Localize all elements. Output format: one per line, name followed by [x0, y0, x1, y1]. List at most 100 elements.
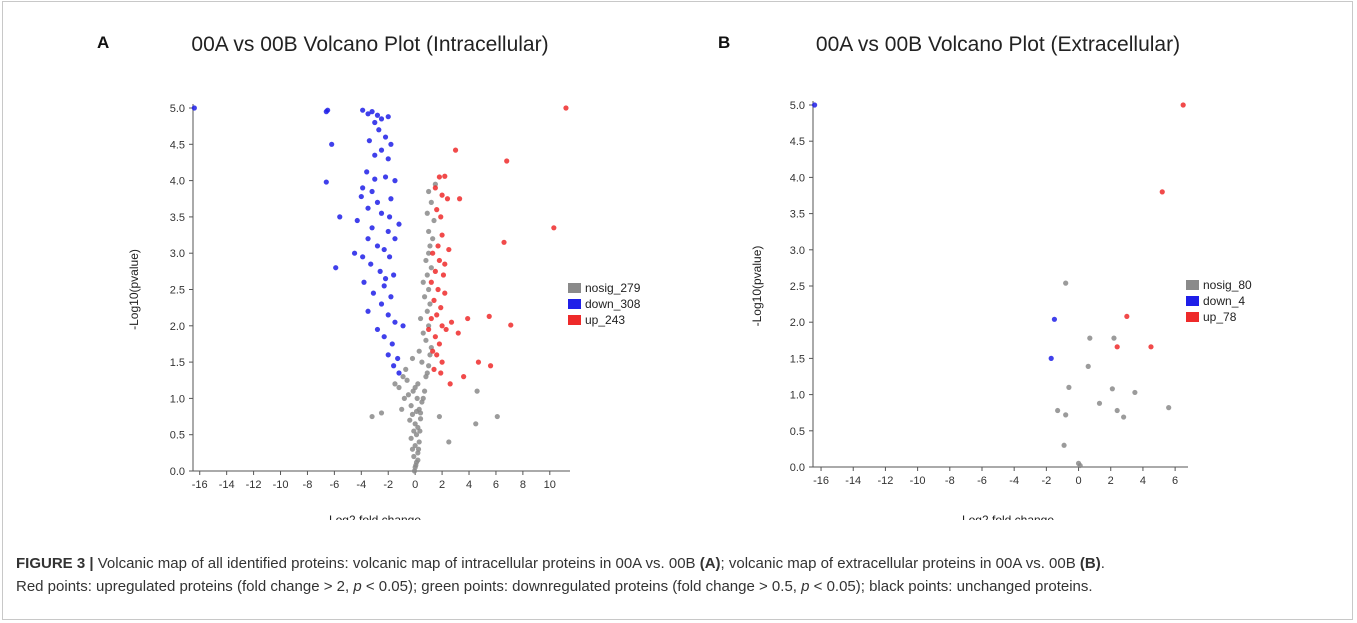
y-tick-label: 0.0 [790, 462, 805, 474]
data-point-nosig [1063, 280, 1069, 286]
data-point-up [431, 366, 437, 372]
series-up [426, 105, 569, 387]
data-point-nosig [420, 279, 426, 285]
x-tick-label: 4 [466, 479, 472, 491]
x-tick-label: 4 [1140, 475, 1146, 487]
y-tick-label: 3.0 [790, 245, 805, 257]
data-point-down [378, 147, 385, 153]
data-point-up [436, 257, 442, 264]
y-tick-label: 1.0 [790, 390, 805, 402]
x-tick-label: -12 [877, 475, 893, 487]
data-point-nosig [412, 421, 418, 427]
legend-swatch-up [1186, 312, 1199, 322]
x-tick-label: -14 [845, 475, 861, 487]
data-point-nosig [396, 384, 402, 391]
data-point-up [487, 363, 494, 369]
legend-swatch-nosig [1186, 280, 1199, 290]
data-point-down [381, 283, 387, 289]
series-up [1114, 102, 1186, 350]
data-point-nosig [421, 388, 428, 394]
data-point-nosig [1077, 462, 1083, 469]
data-point-down [386, 214, 393, 220]
data-point-down [1048, 355, 1054, 361]
data-point-down [374, 326, 381, 333]
data-point-up [1159, 189, 1165, 195]
data-point-up [430, 348, 436, 354]
y-tick-label: 3.0 [170, 248, 185, 260]
data-point-nosig [411, 468, 418, 474]
data-point-nosig [428, 199, 434, 205]
data-point-nosig [407, 417, 413, 423]
data-point-nosig [1166, 405, 1172, 411]
y-tick-label: 3.5 [170, 212, 185, 224]
data-point-down [386, 254, 393, 260]
data-point-up [508, 322, 514, 328]
data-point-nosig [420, 330, 426, 336]
y-tick-label: 4.5 [790, 136, 805, 148]
caption-text: Volcanic map of all identified proteins:… [93, 555, 700, 572]
data-point-up [426, 326, 432, 333]
data-point-down [370, 290, 377, 296]
data-point-down [381, 246, 387, 253]
data-point-down [361, 279, 367, 285]
data-point-nosig [413, 432, 420, 438]
x-tick-label: 8 [520, 479, 526, 491]
caption-text: ; volcanic map of extracellular proteins… [720, 555, 1080, 572]
caption-text: < 0.05); green points: downregulated pro… [361, 578, 802, 595]
data-point-down [354, 217, 360, 224]
data-point-nosig [423, 257, 429, 264]
data-point-up [1114, 344, 1120, 350]
chart-title: 00A vs 00B Volcano Plot (Extracellular) [816, 33, 1180, 56]
caption-p-symbol: p [801, 578, 810, 595]
y-tick-label: 1.0 [170, 393, 185, 405]
volcano-plot-extracellular: B 00A vs 00B Volcano Plot (Extracellular)… [718, 33, 1252, 520]
data-point-nosig [427, 243, 433, 249]
data-point-down [368, 261, 374, 267]
data-point-down [377, 268, 383, 274]
x-tick-label: -2 [383, 479, 393, 491]
data-point-down [369, 188, 375, 195]
data-point-nosig [1063, 412, 1069, 418]
data-point-up [438, 214, 444, 220]
data-point-down [365, 205, 371, 211]
x-tick-label: 0 [1075, 475, 1081, 487]
y-tick-label: 0.5 [790, 426, 805, 438]
data-point-up [446, 246, 452, 253]
data-point-up [447, 381, 453, 387]
data-point-up [465, 315, 471, 322]
x-tick-label: 6 [1172, 475, 1178, 487]
y-tick-label: 4.0 [790, 172, 805, 184]
data-point-down [378, 210, 385, 216]
data-point-up [434, 312, 440, 318]
data-point-nosig [408, 435, 414, 441]
caption-text: . [1100, 555, 1105, 572]
data-point-nosig [399, 406, 405, 412]
data-point-nosig [414, 395, 420, 401]
data-point-nosig [417, 410, 424, 416]
y-tick-label: 4.0 [170, 176, 185, 188]
series-down [191, 105, 406, 376]
data-point-nosig [417, 416, 424, 422]
data-point-up [428, 279, 434, 285]
data-point-nosig [411, 428, 417, 434]
data-point-nosig [494, 413, 500, 420]
y-tick-label: 1.5 [790, 353, 805, 365]
data-point-nosig [426, 323, 432, 329]
panel-label: B [718, 33, 730, 52]
data-point-nosig [427, 301, 433, 307]
x-axis-label: Log2 fold change [962, 513, 1054, 520]
data-point-up [436, 174, 442, 180]
data-point-nosig [409, 446, 416, 452]
data-point-up [442, 173, 448, 179]
figure-caption: FIGURE 3 | Volcanic map of all identifie… [16, 552, 1341, 598]
data-point-down [812, 102, 818, 108]
panel-label: A [97, 33, 109, 52]
data-point-nosig [1132, 389, 1138, 396]
data-point-down [369, 109, 375, 115]
series-nosig [369, 181, 500, 474]
x-tick-label: -16 [813, 475, 829, 487]
y-tick-label: 5.0 [170, 103, 185, 115]
data-point-nosig [409, 411, 416, 417]
data-point-up [435, 286, 441, 293]
data-point-down [329, 141, 335, 147]
